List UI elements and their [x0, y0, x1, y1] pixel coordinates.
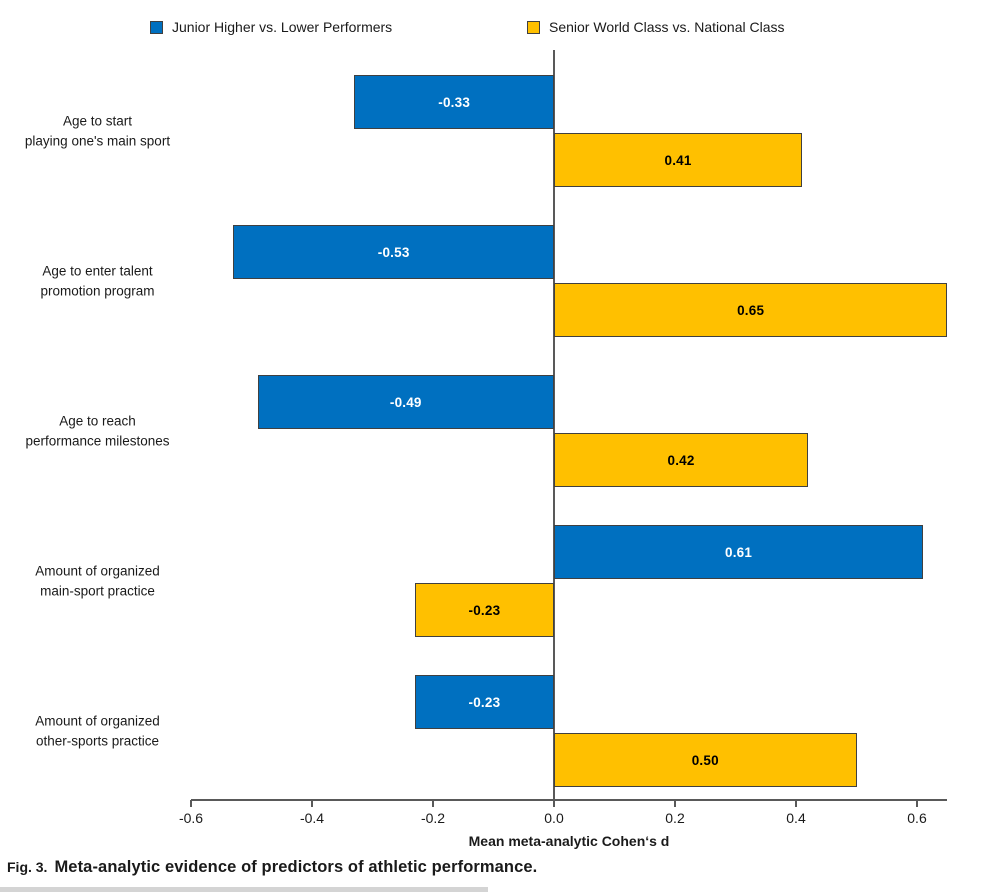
x-axis-tick-label: -0.2 — [420, 810, 446, 826]
bar-junior: 0.61 — [554, 525, 924, 579]
bar-value-label: -0.23 — [468, 602, 501, 618]
x-axis-tick — [916, 800, 918, 807]
figure-caption: Fig. 3. Meta-analytic evidence of predic… — [7, 858, 537, 877]
x-axis-tick-label: 0.2 — [665, 810, 685, 826]
bar-junior: -0.33 — [354, 75, 554, 129]
bar-value-label: 0.42 — [667, 452, 695, 468]
bar-junior: -0.49 — [257, 375, 554, 429]
bar-junior: -0.23 — [414, 675, 554, 729]
x-axis-tick — [432, 800, 434, 807]
legend-item-senior: Senior World Class vs. National Class — [527, 19, 785, 35]
category-label: Age to enter talent promotion program — [40, 263, 155, 298]
x-axis-tick — [190, 800, 192, 807]
category-label: Age to reach performance milestones — [25, 413, 170, 448]
bar-senior: 0.41 — [554, 133, 803, 187]
bar-value-label: 0.65 — [737, 302, 765, 318]
bar-senior: -0.23 — [414, 583, 554, 637]
category-label: Amount of organized main-sport practice — [35, 563, 160, 598]
category-label: Age to start playing one's main sport — [24, 113, 171, 148]
x-axis-tick — [795, 800, 797, 807]
category-label: Amount of organized other-sports practice — [35, 713, 160, 748]
x-axis-tick — [311, 800, 313, 807]
bar-senior: 0.50 — [554, 733, 857, 787]
legend-label: Senior World Class vs. National Class — [549, 19, 785, 35]
bar-value-label: -0.53 — [377, 244, 410, 260]
bar-value-label: 0.61 — [724, 544, 753, 560]
bar-value-label: -0.49 — [389, 394, 422, 410]
bar-senior: 0.42 — [554, 433, 809, 487]
bar-senior: 0.65 — [554, 283, 948, 337]
x-axis-tick-label: -0.6 — [178, 810, 204, 826]
x-axis-tick-label: 0.0 — [544, 810, 564, 826]
legend-swatch-blue-icon — [150, 20, 163, 34]
legend-label: Junior Higher vs. Lower Performers — [172, 19, 393, 35]
bar-value-label: -0.33 — [438, 94, 471, 110]
bar-value-label: -0.23 — [468, 694, 501, 710]
legend-item-junior: Junior Higher vs. Lower Performers — [150, 19, 392, 35]
x-axis-line — [191, 799, 948, 801]
legend-swatch-yellow-icon — [527, 20, 540, 34]
bar-value-label: 0.41 — [664, 152, 692, 168]
x-axis-title: Mean meta-analytic Cohen‘s d — [468, 833, 670, 849]
bar-junior: -0.53 — [233, 225, 554, 279]
x-axis-tick — [553, 800, 555, 807]
x-axis-tick — [674, 800, 676, 807]
bar-value-label: 0.50 — [691, 752, 719, 768]
caption-text: Meta-analytic evidence of predictors of … — [54, 858, 538, 876]
x-axis-tick-label: -0.4 — [299, 810, 325, 826]
x-axis-tick-label: 0.6 — [907, 810, 927, 826]
cropped-next-line-strip — [0, 887, 488, 892]
caption-prefix: Fig. 3. — [7, 859, 48, 875]
zero-reference-line — [553, 50, 555, 806]
x-axis-tick-label: 0.4 — [786, 810, 806, 826]
